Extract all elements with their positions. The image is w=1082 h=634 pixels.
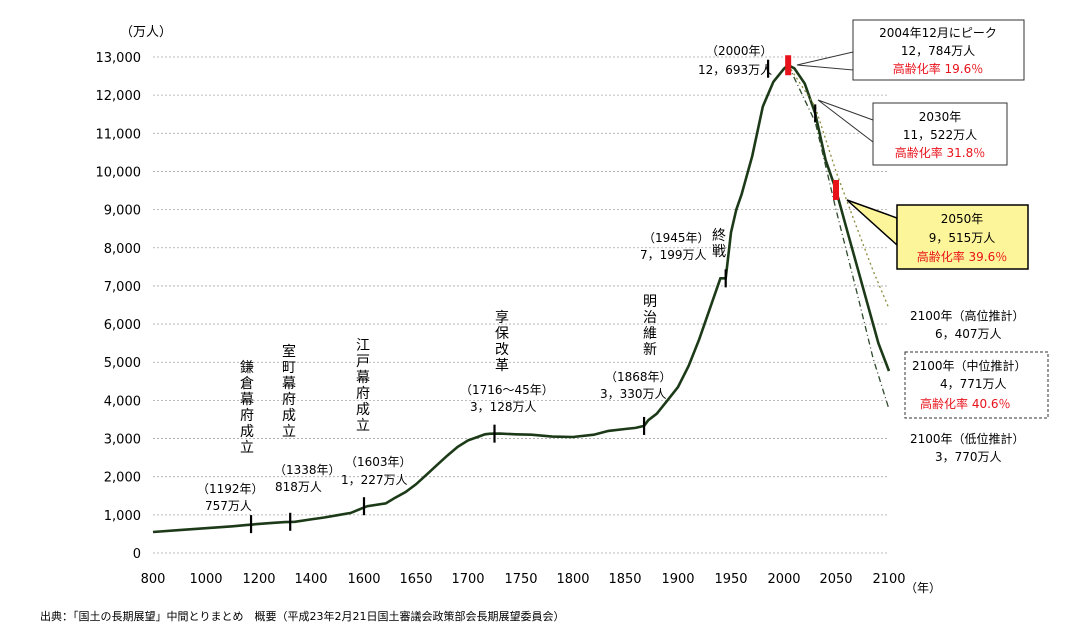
year-muromachi: （1338年） <box>274 463 341 477</box>
x-tick-label: 1000 <box>189 572 222 587</box>
callout-2030-line1: 2030年 <box>919 110 962 124</box>
projection-high: 2100年（高位推計） 6，407万人 <box>910 308 1025 341</box>
projection-mid: 2100年（中位推計） 4，771万人 高齢化率 40.6％ <box>904 351 1049 419</box>
y-axis-ticks: 13,000 12,000 11,000 10,000 9,000 8,000 7,000 6… <box>96 51 142 562</box>
projection-low-pop: 3，770万人 <box>935 450 1002 464</box>
year-edo: （1603年） <box>345 455 412 469</box>
annotation-meiji: 明治維新 （1868年） 3，330万人 <box>600 294 672 401</box>
vertical-label-meiji: 明治維新 <box>643 294 657 358</box>
projection-mid-aging: 高齢化率 40.6％ <box>920 396 1011 411</box>
callout-2030: 2030年 11，522万人 高齢化率 31.8％ <box>817 99 1008 166</box>
x-axis-ticks: 800 1000 1200 1400 1600 1650 1700 1750 1800 1850 1… <box>141 572 906 587</box>
callout-peak: 2004年12月にピーク 12，784万人 高齢化率 19.6％ <box>796 19 1025 81</box>
callout-peak-line2: 12，784万人 <box>901 44 975 58</box>
x-axis-unit: （年） <box>905 581 941 595</box>
x-tick-label: 1400 <box>294 572 327 587</box>
pop-shusen: 7，199万人 <box>640 248 707 262</box>
callout-2030-pointer <box>817 99 874 144</box>
pop-kamakura: 757万人 <box>205 499 252 513</box>
series-line-high <box>787 64 890 309</box>
pop-kyoho: 3，128万人 <box>470 400 537 414</box>
year-meiji: （1868年） <box>605 370 672 384</box>
x-tick-label: 1200 <box>242 572 275 587</box>
series-line-actual-mid <box>152 63 891 534</box>
projection-low-title: 2100年（低位推計） <box>910 431 1025 446</box>
y-tick-label: 2,000 <box>104 471 141 486</box>
event-markers <box>249 55 839 534</box>
callout-2050-aging: 高齢化率 39.6％ <box>917 249 1008 264</box>
callout-2050-line2: 9，515万人 <box>929 231 996 245</box>
callout-2050-line1: 2050年 <box>941 212 984 226</box>
projection-high-title: 2100年（高位推計） <box>910 308 1025 323</box>
x-tick-label: 2100 <box>872 572 905 587</box>
annotation-kamakura: 鎌倉幕府成立 （1192年） 757万人 <box>197 360 264 513</box>
x-tick-label: 1650 <box>399 572 432 587</box>
x-tick-label: 1850 <box>608 572 641 587</box>
y-tick-label: 11,000 <box>96 127 142 142</box>
series-line-low <box>787 64 890 410</box>
y-tick-label: 8,000 <box>104 242 141 257</box>
annotation-kyoho: 享保改革 （1716～45年） 3，128万人 <box>460 309 554 414</box>
x-tick-label: 800 <box>141 572 166 587</box>
series-lines <box>152 63 891 534</box>
projection-mid-pop: 4，771万人 <box>940 377 1007 391</box>
callout-2030-line2: 11，522万人 <box>903 128 977 142</box>
x-tick-label: 1750 <box>504 572 537 587</box>
y-tick-label: 3,000 <box>104 433 141 448</box>
y-tick-label: 5,000 <box>104 356 141 371</box>
pop-muromachi: 818万人 <box>275 480 322 494</box>
y-tick-label: 12,000 <box>96 89 142 104</box>
projection-high-pop: 6，407万人 <box>935 327 1002 341</box>
year-shusen: （1945年） <box>643 231 710 245</box>
x-tick-label: 1700 <box>451 572 484 587</box>
y-tick-label: 0 <box>133 547 141 562</box>
callout-2030-box <box>872 102 1008 166</box>
annotation-2000: （2000年） 12，693万人 <box>698 44 773 77</box>
highlight-marker <box>785 55 792 76</box>
y-tick-label: 4,000 <box>104 394 141 409</box>
vertical-label-kamakura: 鎌倉幕府成立 <box>240 360 254 456</box>
callout-2050-box <box>896 204 1029 270</box>
source-note: 出典：「国土の長期展望」中間とりまとめ 概要（平成23年2月21日国土審議会政策… <box>40 609 565 623</box>
vertical-label-kyoho: 享保改革 <box>495 309 509 374</box>
callout-2030-aging: 高齢化率 31.8％ <box>895 145 986 160</box>
y-tick-label: 10,000 <box>96 165 142 180</box>
projection-mid-title: 2100年（中位推計） <box>912 358 1027 373</box>
callout-peak-aging: 高齢化率 19.6％ <box>893 61 984 76</box>
y-tick-label: 13,000 <box>96 51 142 66</box>
y-tick-label: 9,000 <box>104 204 141 219</box>
pop-edo: 1，227万人 <box>341 473 408 487</box>
callout-peak-pointer <box>796 51 854 71</box>
pop-2000: 12，693万人 <box>698 63 772 77</box>
callout-peak-box <box>852 19 1025 81</box>
x-tick-label: 2050 <box>819 572 852 587</box>
x-tick-label: 1600 <box>347 572 380 587</box>
y-tick-label: 1,000 <box>104 509 141 524</box>
x-tick-label: 1900 <box>661 572 694 587</box>
x-tick-label: 2000 <box>767 572 800 587</box>
callout-2050: 2050年 9，515万人 高齢化率 39.6％ <box>846 199 1029 270</box>
vertical-label-muromachi: 室町幕府成立 <box>282 343 296 440</box>
annotation-muromachi: 室町幕府成立 （1338年） 818万人 <box>274 343 341 494</box>
highlight-marker <box>833 179 839 200</box>
x-tick-label: 1800 <box>556 572 589 587</box>
annotation-edo: 江戸幕府成立 （1603年） 1，227万人 <box>341 338 412 487</box>
year-kamakura: （1192年） <box>197 482 264 496</box>
y-tick-label: 6,000 <box>104 318 141 333</box>
year-kyoho: （1716～45年） <box>460 383 554 397</box>
projection-low: 2100年（低位推計） 3，770万人 <box>910 431 1025 464</box>
grid-lines <box>153 56 889 554</box>
y-tick-label: 7,000 <box>104 280 141 295</box>
callout-peak-line1: 2004年12月にピーク <box>879 26 997 40</box>
x-tick-label: 1950 <box>714 572 747 587</box>
projection-mid-box <box>904 351 1049 419</box>
vertical-label-shusen: 終戦 <box>712 228 726 260</box>
year-2000: （2000年） <box>706 44 773 58</box>
annotation-shusen: 終戦 （1945年） 7，199万人 <box>640 228 726 262</box>
vertical-label-edo: 江戸幕府成立 <box>356 338 370 434</box>
y-axis-unit: （万人） <box>120 25 172 40</box>
pop-meiji: 3，330万人 <box>600 387 667 401</box>
